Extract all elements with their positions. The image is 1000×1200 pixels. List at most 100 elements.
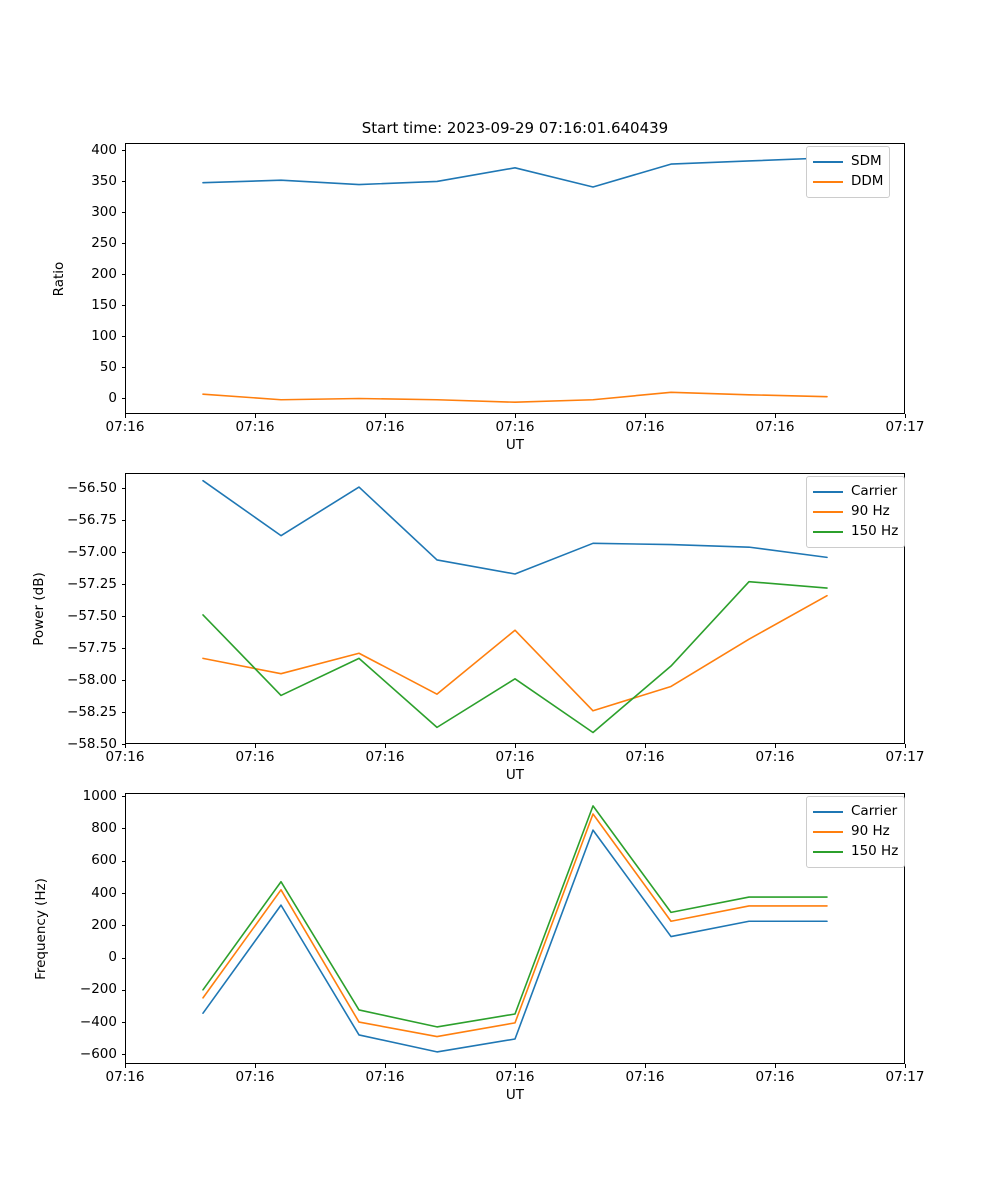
legend-label: SDM xyxy=(851,153,882,170)
legend-label: 90 Hz xyxy=(851,503,890,520)
x-tick-mark xyxy=(385,1064,386,1068)
x-tick-mark xyxy=(645,414,646,418)
series-line-carrier xyxy=(202,829,828,1053)
x-tick-mark xyxy=(775,744,776,748)
y-tick-mark xyxy=(121,488,125,490)
x-tick-mark xyxy=(645,744,646,748)
y-tick-label: 150 xyxy=(91,296,117,313)
y-tick-label: −56.50 xyxy=(67,479,117,496)
x-tick-mark xyxy=(255,414,256,418)
y-tick-label: 350 xyxy=(91,172,117,189)
y-tick-label: 50 xyxy=(99,358,117,375)
y-tick-mark xyxy=(121,989,125,991)
legend-label: 90 Hz xyxy=(851,823,890,840)
legend-color-swatch xyxy=(813,851,843,853)
figure-title: Start time: 2023-09-29 07:16:01.640439 xyxy=(361,119,669,137)
x-tick-mark xyxy=(775,1064,776,1068)
y-tick-label: −58.25 xyxy=(67,703,117,720)
y-tick-label: −600 xyxy=(79,1045,117,1062)
legend-frequency[interactable]: Carrier 90 Hz 150 Hz xyxy=(806,796,906,868)
y-tick-mark xyxy=(121,584,125,586)
y-tick-mark xyxy=(121,1054,125,1056)
x-tick-mark xyxy=(905,1064,906,1068)
x-tick-mark xyxy=(385,414,386,418)
y-tick-mark xyxy=(121,398,125,400)
series-line-sdm xyxy=(202,157,828,188)
x-tick-mark xyxy=(125,414,126,418)
legend-color-swatch xyxy=(813,511,843,513)
x-tick-label: 07:17 xyxy=(885,749,925,765)
x-axis-label-frequency: UT xyxy=(505,1087,525,1103)
x-tick-mark xyxy=(515,744,516,748)
x-tick-label: 07:16 xyxy=(105,1069,145,1085)
legend-item-150-hz[interactable]: 150 Hz xyxy=(813,522,898,542)
y-tick-label: 0 xyxy=(108,389,117,406)
x-tick-mark xyxy=(385,744,386,748)
y-tick-mark xyxy=(121,828,125,830)
y-tick-mark xyxy=(121,893,125,894)
legend-label: 150 Hz xyxy=(851,843,899,860)
y-tick-label: 200 xyxy=(91,265,117,282)
series-line-150-hz xyxy=(202,580,828,734)
y-tick-label: 300 xyxy=(91,203,117,220)
legend-label: Carrier xyxy=(851,803,898,820)
legend-item-sdm[interactable]: SDM xyxy=(813,152,883,172)
y-tick-label: −400 xyxy=(79,1013,117,1030)
series-line-90-hz xyxy=(202,813,828,1038)
series-line-90-hz xyxy=(202,594,828,712)
legend-color-swatch xyxy=(813,491,843,493)
x-tick-mark xyxy=(905,414,906,418)
y-tick-mark xyxy=(121,957,125,959)
x-tick-mark xyxy=(255,744,256,748)
axes-frame-ratio xyxy=(125,143,905,414)
x-tick-label: 07:16 xyxy=(625,749,665,765)
y-tick-label: −58.50 xyxy=(67,735,117,752)
x-tick-label: 07:16 xyxy=(495,1069,535,1085)
legend-color-swatch xyxy=(813,531,843,533)
legend-label: 150 Hz xyxy=(851,523,899,540)
x-tick-label: 07:16 xyxy=(755,419,795,435)
x-tick-label: 07:17 xyxy=(885,1069,925,1085)
y-tick-mark xyxy=(121,744,125,745)
x-tick-mark xyxy=(905,744,906,748)
x-tick-label: 07:16 xyxy=(625,1069,665,1085)
legend-color-swatch xyxy=(813,831,843,833)
x-tick-mark xyxy=(515,414,516,418)
legend-color-swatch xyxy=(813,161,843,163)
legend-power[interactable]: Carrier 90 Hz 150 Hz xyxy=(806,476,906,548)
y-tick-mark xyxy=(121,150,125,152)
legend-item-150-hz[interactable]: 150 Hz xyxy=(813,842,898,862)
legend-item-carrier[interactable]: Carrier xyxy=(813,802,898,822)
x-tick-label: 07:16 xyxy=(365,419,405,435)
y-tick-label: 100 xyxy=(91,327,117,344)
subplot-ratio: 0 50 100 150 200 250 300 350 400 07:16 07:16 07:16 0… xyxy=(0,0,1000,453)
x-tick-label: 07:17 xyxy=(885,419,925,435)
y-tick-mark xyxy=(121,305,125,307)
y-tick-mark xyxy=(121,552,125,554)
x-tick-label: 07:16 xyxy=(495,749,535,765)
x-tick-mark xyxy=(775,414,776,418)
y-tick-label: 800 xyxy=(91,819,117,836)
x-tick-label: 07:16 xyxy=(105,419,145,435)
y-tick-mark xyxy=(121,212,125,214)
x-tick-mark xyxy=(645,1064,646,1068)
x-axis-label-power: UT xyxy=(505,767,525,783)
legend-item-90-hz[interactable]: 90 Hz xyxy=(813,502,898,522)
y-tick-label: −57.00 xyxy=(67,543,117,560)
legend-item-90-hz[interactable]: 90 Hz xyxy=(813,822,898,842)
legend-item-carrier[interactable]: Carrier xyxy=(813,482,898,502)
axes-frame-frequency xyxy=(125,793,905,1064)
legend-ratio[interactable]: SDM DDM xyxy=(806,146,891,198)
y-tick-label: 400 xyxy=(91,141,117,158)
x-tick-label: 07:16 xyxy=(495,419,535,435)
x-tick-label: 07:16 xyxy=(235,1069,275,1085)
x-tick-label: 07:16 xyxy=(235,419,275,435)
y-tick-mark xyxy=(121,367,125,369)
series-line-carrier xyxy=(202,479,828,575)
y-tick-mark xyxy=(121,181,125,183)
x-tick-label: 07:16 xyxy=(105,749,145,765)
x-tick-label: 07:16 xyxy=(365,1069,405,1085)
legend-item-ddm[interactable]: DDM xyxy=(813,172,883,192)
